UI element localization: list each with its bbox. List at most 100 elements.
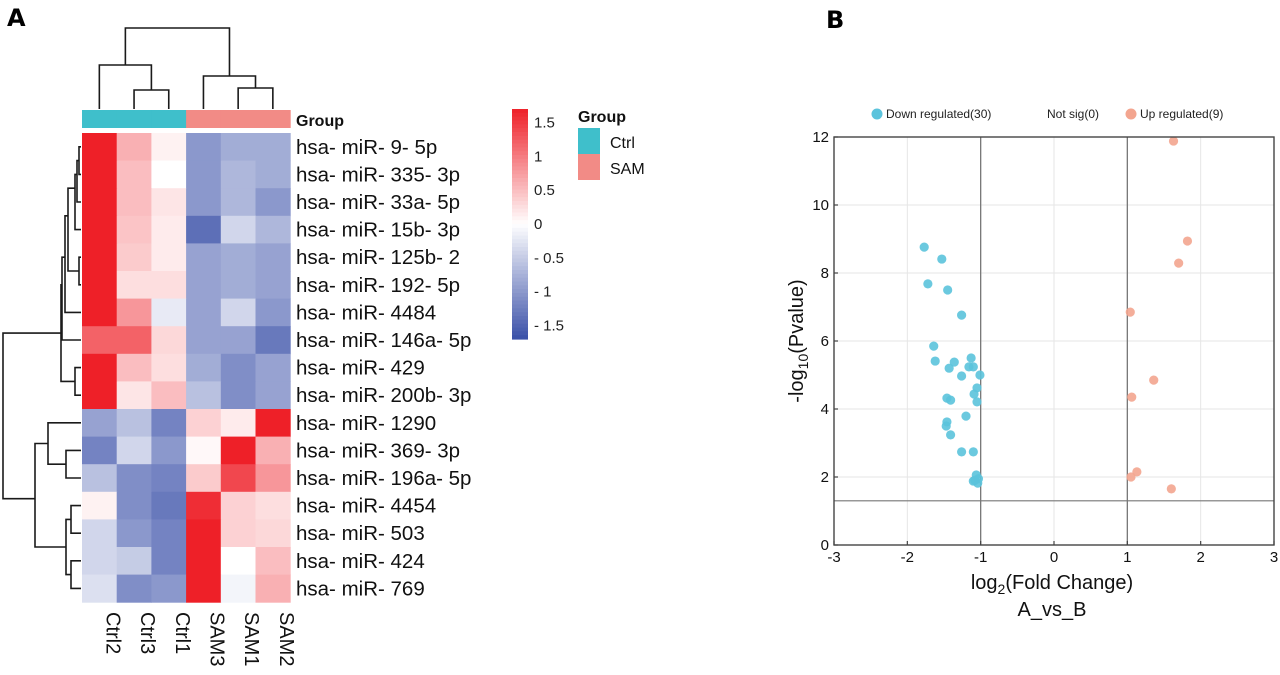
x-axis-subtitle: A_vs_B xyxy=(1018,599,1087,621)
heatmap-cell xyxy=(186,243,222,272)
data-point xyxy=(957,310,967,320)
colorbar-segment xyxy=(512,170,528,175)
row-label: hsa- miR- 200b- 3p xyxy=(296,384,471,407)
colorbar-segment xyxy=(512,304,528,309)
group-legend: Group Ctrl SAM xyxy=(578,109,645,180)
heatmap-cell xyxy=(186,519,222,548)
heatmap-cell xyxy=(151,547,187,576)
colorbar-segment xyxy=(512,289,528,294)
y-tick-label: 10 xyxy=(812,197,829,214)
colorbar-segment xyxy=(512,151,528,156)
row-label: hsa- miR- 4454 xyxy=(296,495,436,518)
row-labels: hsa- miR- 9- 5p hsa- miR- 335- 3p hsa- miR… xyxy=(296,136,471,601)
heatmap-cell xyxy=(151,160,187,189)
data-point xyxy=(970,475,980,485)
data-point xyxy=(919,242,929,252)
colorbar-segment xyxy=(512,112,528,118)
heatmap-cell xyxy=(186,326,222,355)
row-label: hsa- miR- 1290 xyxy=(296,412,436,435)
colorbar-segment xyxy=(512,201,528,206)
dendrogram-branch xyxy=(124,27,231,76)
heatmap-cell xyxy=(116,409,152,438)
data-point xyxy=(968,447,978,457)
colorbar-segment xyxy=(512,208,528,214)
colorbar-segment xyxy=(512,308,528,313)
dendrogram-branch xyxy=(70,504,81,534)
heatmap-cell xyxy=(255,298,291,327)
row-label: hsa- miR- 424 xyxy=(296,550,425,573)
row-dendrogram xyxy=(2,146,81,590)
column-label: Ctrl1 xyxy=(171,612,193,654)
x-tick-label: 1 xyxy=(1123,549,1131,566)
heatmap-cell xyxy=(151,436,187,465)
colorbar-segment xyxy=(512,162,528,168)
colorbar-segment xyxy=(512,147,528,152)
column-label: SAM1 xyxy=(240,612,262,666)
group-bar-cell xyxy=(186,110,222,128)
colorbar-segment xyxy=(512,319,528,325)
data-point xyxy=(957,447,967,457)
data-point xyxy=(941,421,951,431)
heatmap-cell xyxy=(151,464,187,493)
heatmap-cell xyxy=(82,464,118,493)
colorbar-segment xyxy=(512,239,528,244)
legend-label: Not sig(0) xyxy=(1047,107,1099,121)
heatmap-cell xyxy=(220,409,256,438)
legend-label: Down regulated(30) xyxy=(886,107,991,121)
colorbar-segment xyxy=(512,285,528,290)
heatmap-cell xyxy=(220,436,256,465)
row-label: hsa- miR- 369- 3p xyxy=(296,439,460,462)
heatmap-cell xyxy=(186,188,222,217)
colorbar-segment xyxy=(512,323,528,329)
colorbar-segment xyxy=(512,178,528,183)
row-label: hsa- miR- 196a- 5p xyxy=(296,467,471,490)
row-label: hsa- miR- 33a- 5p xyxy=(296,191,460,214)
colorbar-segment xyxy=(512,254,528,260)
colorbar-tick-label: - 0.5 xyxy=(534,250,564,267)
heatmap-cell xyxy=(151,353,187,382)
legend-marker xyxy=(871,108,883,120)
column-label: Ctrl3 xyxy=(136,612,158,654)
heatmap-cell xyxy=(116,271,152,300)
colorbar-segment xyxy=(512,166,528,171)
heatmap-cell xyxy=(116,215,152,244)
colorbar-segment xyxy=(512,235,528,240)
heatmap-cell xyxy=(255,519,291,548)
heatmap-cell xyxy=(151,519,187,548)
legend-swatch-sam xyxy=(578,154,600,180)
row-label: hsa- miR- 146a- 5p xyxy=(296,329,471,352)
heatmap-cell xyxy=(220,326,256,355)
data-point xyxy=(966,353,976,363)
axes xyxy=(833,136,1275,546)
heatmap-cell xyxy=(220,574,256,603)
colorbar-segment xyxy=(512,296,528,302)
x-axis-title: log2(Fold Change) xyxy=(971,572,1133,597)
data-point xyxy=(944,363,954,373)
data-point xyxy=(1168,136,1179,146)
heatmap-cell xyxy=(116,519,152,548)
heatmap-cell xyxy=(82,271,118,300)
row-label: hsa- miR- 4484 xyxy=(296,301,436,324)
colorbar-segment xyxy=(512,243,528,248)
heatmap-cell xyxy=(220,519,256,548)
heatmap-cell xyxy=(116,326,152,355)
heatmap-cell xyxy=(151,133,187,162)
row-label: hsa- miR- 192- 5p xyxy=(296,274,460,297)
heatmap-cell xyxy=(186,215,222,244)
heatmap-cell xyxy=(151,243,187,272)
heatmap-cell xyxy=(255,243,291,272)
colorbar-segment xyxy=(512,132,528,137)
colorbar-segment xyxy=(512,212,528,217)
colorbar-segment xyxy=(512,331,528,336)
colorbar-segment xyxy=(512,224,528,229)
data-point xyxy=(946,395,956,405)
group-bar-cell xyxy=(82,110,118,128)
data-point xyxy=(929,341,939,351)
data-point xyxy=(943,285,953,295)
heatmap-cell xyxy=(220,243,256,272)
column-dendrogram xyxy=(98,27,274,109)
row-label: hsa- miR- 769 xyxy=(296,577,425,600)
heatmap-cell xyxy=(186,353,222,382)
column-label: SAM3 xyxy=(205,612,227,666)
